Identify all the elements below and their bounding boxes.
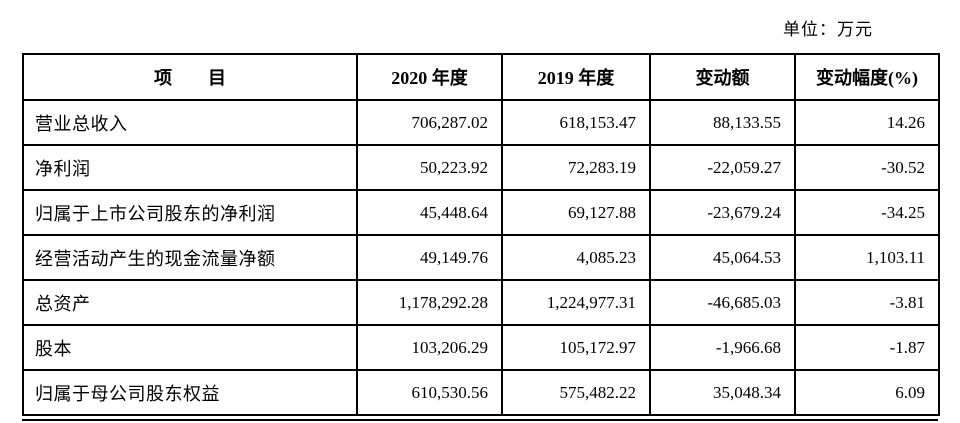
cell-2020: 610,530.56 bbox=[356, 369, 503, 416]
cell-change: 45,064.53 bbox=[649, 234, 796, 281]
cell-item: 净利润 bbox=[22, 144, 358, 191]
cell-item: 归属于上市公司股东的净利润 bbox=[22, 189, 358, 236]
cell-change-pct: -30.52 bbox=[794, 144, 940, 191]
cell-2019: 72,283.19 bbox=[501, 144, 651, 191]
column-header-2020: 2020 年度 bbox=[356, 53, 503, 101]
cell-2019: 105,172.97 bbox=[501, 324, 651, 371]
cell-change-pct: -1.87 bbox=[794, 324, 940, 371]
cell-item: 经营活动产生的现金流量净额 bbox=[22, 234, 358, 281]
cell-change: -23,679.24 bbox=[649, 189, 796, 236]
table-row: 归属于母公司股东权益 610,530.56 575,482.22 35,048.… bbox=[22, 369, 940, 416]
cell-2020: 50,223.92 bbox=[356, 144, 503, 191]
cell-change-pct: 6.09 bbox=[794, 369, 940, 416]
cell-change: -1,966.68 bbox=[649, 324, 796, 371]
table-row: 归属于上市公司股东的净利润 45,448.64 69,127.88 -23,67… bbox=[22, 189, 940, 236]
cell-item: 股本 bbox=[22, 324, 358, 371]
cell-2020: 49,149.76 bbox=[356, 234, 503, 281]
cell-2019: 4,085.23 bbox=[501, 234, 651, 281]
cell-2019: 575,482.22 bbox=[501, 369, 651, 416]
table-header-row: 项 目 2020 年度 2019 年度 变动额 变动幅度(%) bbox=[22, 53, 940, 101]
cell-change: 88,133.55 bbox=[649, 99, 796, 146]
table-row: 净利润 50,223.92 72,283.19 -22,059.27 -30.5… bbox=[22, 144, 940, 191]
cell-change: -46,685.03 bbox=[649, 279, 796, 326]
table-row: 经营活动产生的现金流量净额 49,149.76 4,085.23 45,064.… bbox=[22, 234, 940, 281]
column-header-change: 变动额 bbox=[649, 53, 796, 101]
table-row: 总资产 1,178,292.28 1,224,977.31 -46,685.03… bbox=[22, 279, 940, 326]
financial-summary-table: 项 目 2020 年度 2019 年度 变动额 变动幅度(%) 营业总收入 70… bbox=[22, 53, 940, 416]
cell-item: 归属于母公司股东权益 bbox=[22, 369, 358, 416]
cell-change-pct: 1,103.11 bbox=[794, 234, 940, 281]
table-row: 营业总收入 706,287.02 618,153.47 88,133.55 14… bbox=[22, 99, 940, 146]
column-header-change-pct: 变动幅度(%) bbox=[794, 53, 940, 101]
column-header-item: 项 目 bbox=[22, 53, 358, 101]
column-header-2019: 2019 年度 bbox=[501, 53, 651, 101]
cell-2020: 706,287.02 bbox=[356, 99, 503, 146]
cell-item: 总资产 bbox=[22, 279, 358, 326]
cell-2019: 618,153.47 bbox=[501, 99, 651, 146]
unit-label: 单位：万元 bbox=[783, 20, 873, 39]
cell-change-pct: -34.25 bbox=[794, 189, 940, 236]
cell-change-pct: 14.26 bbox=[794, 99, 940, 146]
cell-item: 营业总收入 bbox=[22, 99, 358, 146]
cell-2019: 69,127.88 bbox=[501, 189, 651, 236]
cell-change-pct: -3.81 bbox=[794, 279, 940, 326]
cell-2020: 103,206.29 bbox=[356, 324, 503, 371]
cell-2019: 1,224,977.31 bbox=[501, 279, 651, 326]
table-bottom-rule bbox=[22, 419, 938, 421]
cell-change: -22,059.27 bbox=[649, 144, 796, 191]
cell-2020: 1,178,292.28 bbox=[356, 279, 503, 326]
table-row: 股本 103,206.29 105,172.97 -1,966.68 -1.87 bbox=[22, 324, 940, 371]
cell-change: 35,048.34 bbox=[649, 369, 796, 416]
cell-2020: 45,448.64 bbox=[356, 189, 503, 236]
